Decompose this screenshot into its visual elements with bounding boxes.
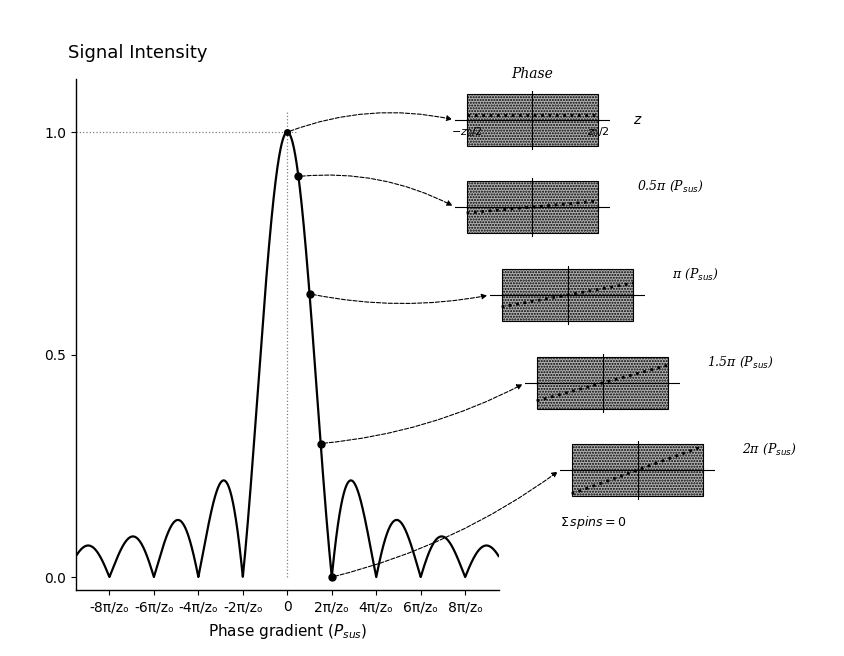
Text: 0.5π (P$_{sus}$): 0.5π (P$_{sus}$) xyxy=(636,179,703,194)
Text: π (P$_{sus}$): π (P$_{sus}$) xyxy=(671,267,718,283)
Text: $-z_0/2$: $-z_0/2$ xyxy=(450,125,482,139)
Text: $\Sigma\,spins = 0$: $\Sigma\,spins = 0$ xyxy=(560,514,626,531)
Bar xyxy=(501,269,633,321)
Text: $z$: $z$ xyxy=(632,113,642,127)
X-axis label: Phase gradient ($P_{sus}$): Phase gradient ($P_{sus}$) xyxy=(208,623,366,642)
Text: 2π (P$_{sus}$): 2π (P$_{sus}$) xyxy=(741,442,796,457)
Bar xyxy=(536,357,668,409)
Text: $z_0/2$: $z_0/2$ xyxy=(587,125,609,139)
Bar xyxy=(466,180,598,234)
Text: 1.5π (P$_{sus}$): 1.5π (P$_{sus}$) xyxy=(706,356,773,371)
Text: Signal Intensity: Signal Intensity xyxy=(68,45,207,62)
Bar xyxy=(571,443,702,497)
Text: Phase: Phase xyxy=(511,68,553,81)
Bar xyxy=(466,94,598,146)
